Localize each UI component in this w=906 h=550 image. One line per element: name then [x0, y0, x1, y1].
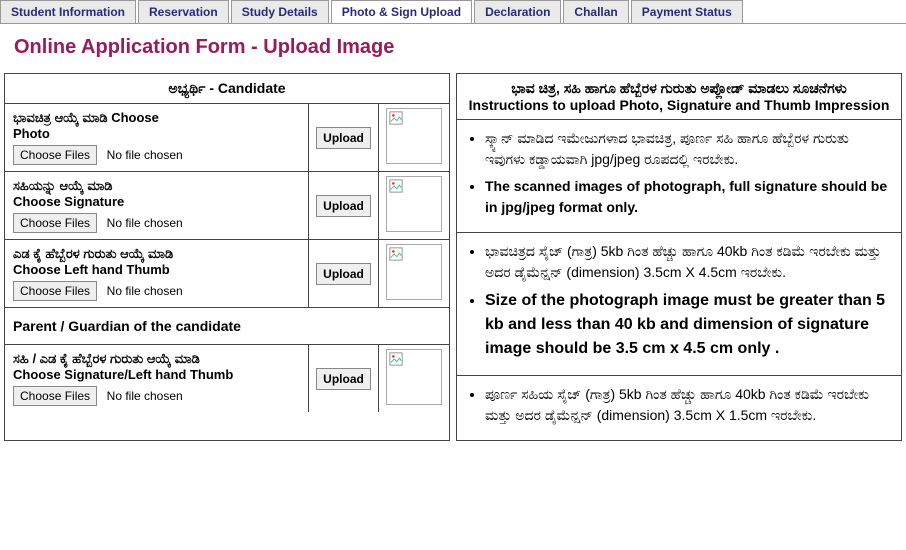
- broken-image-icon: [389, 111, 403, 125]
- choose-files-guardian[interactable]: Choose Files: [13, 386, 97, 406]
- upload-panel: ಅಭ್ಯರ್ಥಿ - Candidate ಭಾವಚಿತ್ರ ಆಯ್ಕೆ ಮಾಡಿ…: [4, 73, 450, 441]
- preview-signature: [386, 176, 442, 232]
- instruction-3-kn: ಪೂರ್ಣ ಸಹಿಯ ಸೈಜ್ (ಗಾತ್ರ) 5kb ಗಿಂತ ಹೆಚ್ಚು …: [485, 384, 891, 426]
- upload-row-signature: ಸಹಿಯನ್ನು ಆಯ್ಕೆ ಮಾಡಿ Choose Signature Cho…: [5, 172, 449, 240]
- thumb-label-en: Choose Left hand Thumb: [13, 262, 300, 277]
- choose-files-signature[interactable]: Choose Files: [13, 213, 97, 233]
- upload-button-signature[interactable]: Upload: [316, 195, 371, 217]
- instruction-block-3: ಪೂರ್ಣ ಸಹಿಯ ಸೈಜ್ (ಗಾತ್ರ) 5kb ಗಿಂತ ಹೆಚ್ಚು …: [457, 376, 901, 440]
- tab-photo-sign-upload[interactable]: Photo & Sign Upload: [331, 0, 472, 23]
- guardian-header: Parent / Guardian of the candidate: [5, 308, 449, 345]
- instruction-block-2: ಭಾವಚಿತ್ರದ ಸೈಜ್ (ಗಾತ್ರ) 5kb ಗಿಂತ ಹೆಚ್ಚು ಹ…: [457, 233, 901, 376]
- instructions-panel: ಭಾವ ಚಿತ್ರ, ಸಹಿ ಹಾಗೂ ಹೆಬ್ಬೆರಳ ಗುರುತು ಅಪ್ಲ…: [456, 73, 902, 441]
- page-title: Online Application Form - Upload Image: [14, 36, 892, 59]
- choose-files-photo[interactable]: Choose Files: [13, 145, 97, 165]
- tab-declaration[interactable]: Declaration: [474, 0, 561, 23]
- candidate-header: ಅಭ್ಯರ್ಥಿ - Candidate: [5, 74, 449, 104]
- instructions-header: ಭಾವ ಚಿತ್ರ, ಸಹಿ ಹಾಗೂ ಹೆಬ್ಬೆರಳ ಗುರುತು ಅಪ್ಲ…: [457, 74, 901, 120]
- instruction-1-en: The scanned images of photograph, full s…: [485, 176, 891, 218]
- instruction-1-kn: ಸ್ಕ್ಯಾನ್ ಮಾಡಿದ ಇಮೇಜುಗಳಾದ ಭಾವಚಿತ್ರ, ಪೂರ್ಣ…: [485, 128, 891, 170]
- preview-thumb: [386, 244, 442, 300]
- tab-bar: Student Information Reservation Study De…: [0, 0, 906, 24]
- signature-label-en: Choose Signature: [13, 194, 300, 209]
- choose-files-thumb[interactable]: Choose Files: [13, 281, 97, 301]
- tab-payment-status[interactable]: Payment Status: [631, 0, 743, 23]
- tab-reservation[interactable]: Reservation: [138, 0, 229, 23]
- file-status-guardian: No file chosen: [107, 389, 183, 403]
- instruction-2-kn: ಭಾವಚಿತ್ರದ ಸೈಜ್ (ಗಾತ್ರ) 5kb ಗಿಂತ ಹೆಚ್ಚು ಹ…: [485, 241, 891, 283]
- upload-row-guardian: ಸಹಿ / ಎಡ ಕೈ ಹೆಬ್ಬೆರಳ ಗುರುತು ಆಯ್ಕೆ ಮಾಡಿ C…: [5, 345, 449, 412]
- tab-study-details[interactable]: Study Details: [231, 0, 329, 23]
- upload-button-thumb[interactable]: Upload: [316, 263, 371, 285]
- upload-button-guardian[interactable]: Upload: [316, 368, 371, 390]
- guardian-label-kn: ಸಹಿ / ಎಡ ಕೈ ಹೆಬ್ಬೆರಳ ಗುರುತು ಆಯ್ಕೆ ಮಾಡಿ: [13, 351, 300, 367]
- instruction-block-1: ಸ್ಕ್ಯಾನ್ ಮಾಡಿದ ಇಮೇಜುಗಳಾದ ಭಾವಚಿತ್ರ, ಪೂರ್ಣ…: [457, 120, 901, 233]
- broken-image-icon: [389, 352, 403, 366]
- upload-button-photo[interactable]: Upload: [316, 127, 371, 149]
- broken-image-icon: [389, 247, 403, 261]
- tab-student-information[interactable]: Student Information: [0, 0, 136, 23]
- photo-label-en: Photo: [13, 126, 300, 141]
- signature-label-kn: ಸಹಿಯನ್ನು ಆಯ್ಕೆ ಮಾಡಿ: [13, 178, 300, 194]
- preview-guardian: [386, 349, 442, 405]
- broken-image-icon: [389, 179, 403, 193]
- upload-row-thumb: ಎಡ ಕೈ ಹೆಬ್ಬೆರಳ ಗುರುತು ಆಯ್ಕೆ ಮಾಡಿ Choose …: [5, 240, 449, 308]
- file-status-photo: No file chosen: [107, 148, 183, 162]
- instructions-header-en: Instructions to upload Photo, Signature …: [467, 97, 891, 113]
- instruction-2-en: Size of the photograph image must be gre…: [485, 289, 891, 361]
- thumb-label-kn: ಎಡ ಕೈ ಹೆಬ್ಬೆರಳ ಗುರುತು ಆಯ್ಕೆ ಮಾಡಿ: [13, 246, 300, 262]
- preview-photo: [386, 108, 442, 164]
- tab-challan[interactable]: Challan: [563, 0, 628, 23]
- file-status-thumb: No file chosen: [107, 284, 183, 298]
- instructions-header-kn: ಭಾವ ಚಿತ್ರ, ಸಹಿ ಹಾಗೂ ಹೆಬ್ಬೆರಳ ಗುರುತು ಅಪ್ಲ…: [467, 80, 891, 97]
- file-status-signature: No file chosen: [107, 216, 183, 230]
- photo-label-kn: ಭಾವಚಿತ್ರ ಆಯ್ಕೆ ಮಾಡಿ Choose: [13, 110, 300, 126]
- guardian-label-en: Choose Signature/Left hand Thumb: [13, 367, 300, 382]
- upload-row-photo: ಭಾವಚಿತ್ರ ಆಯ್ಕೆ ಮಾಡಿ Choose Photo Choose …: [5, 104, 449, 172]
